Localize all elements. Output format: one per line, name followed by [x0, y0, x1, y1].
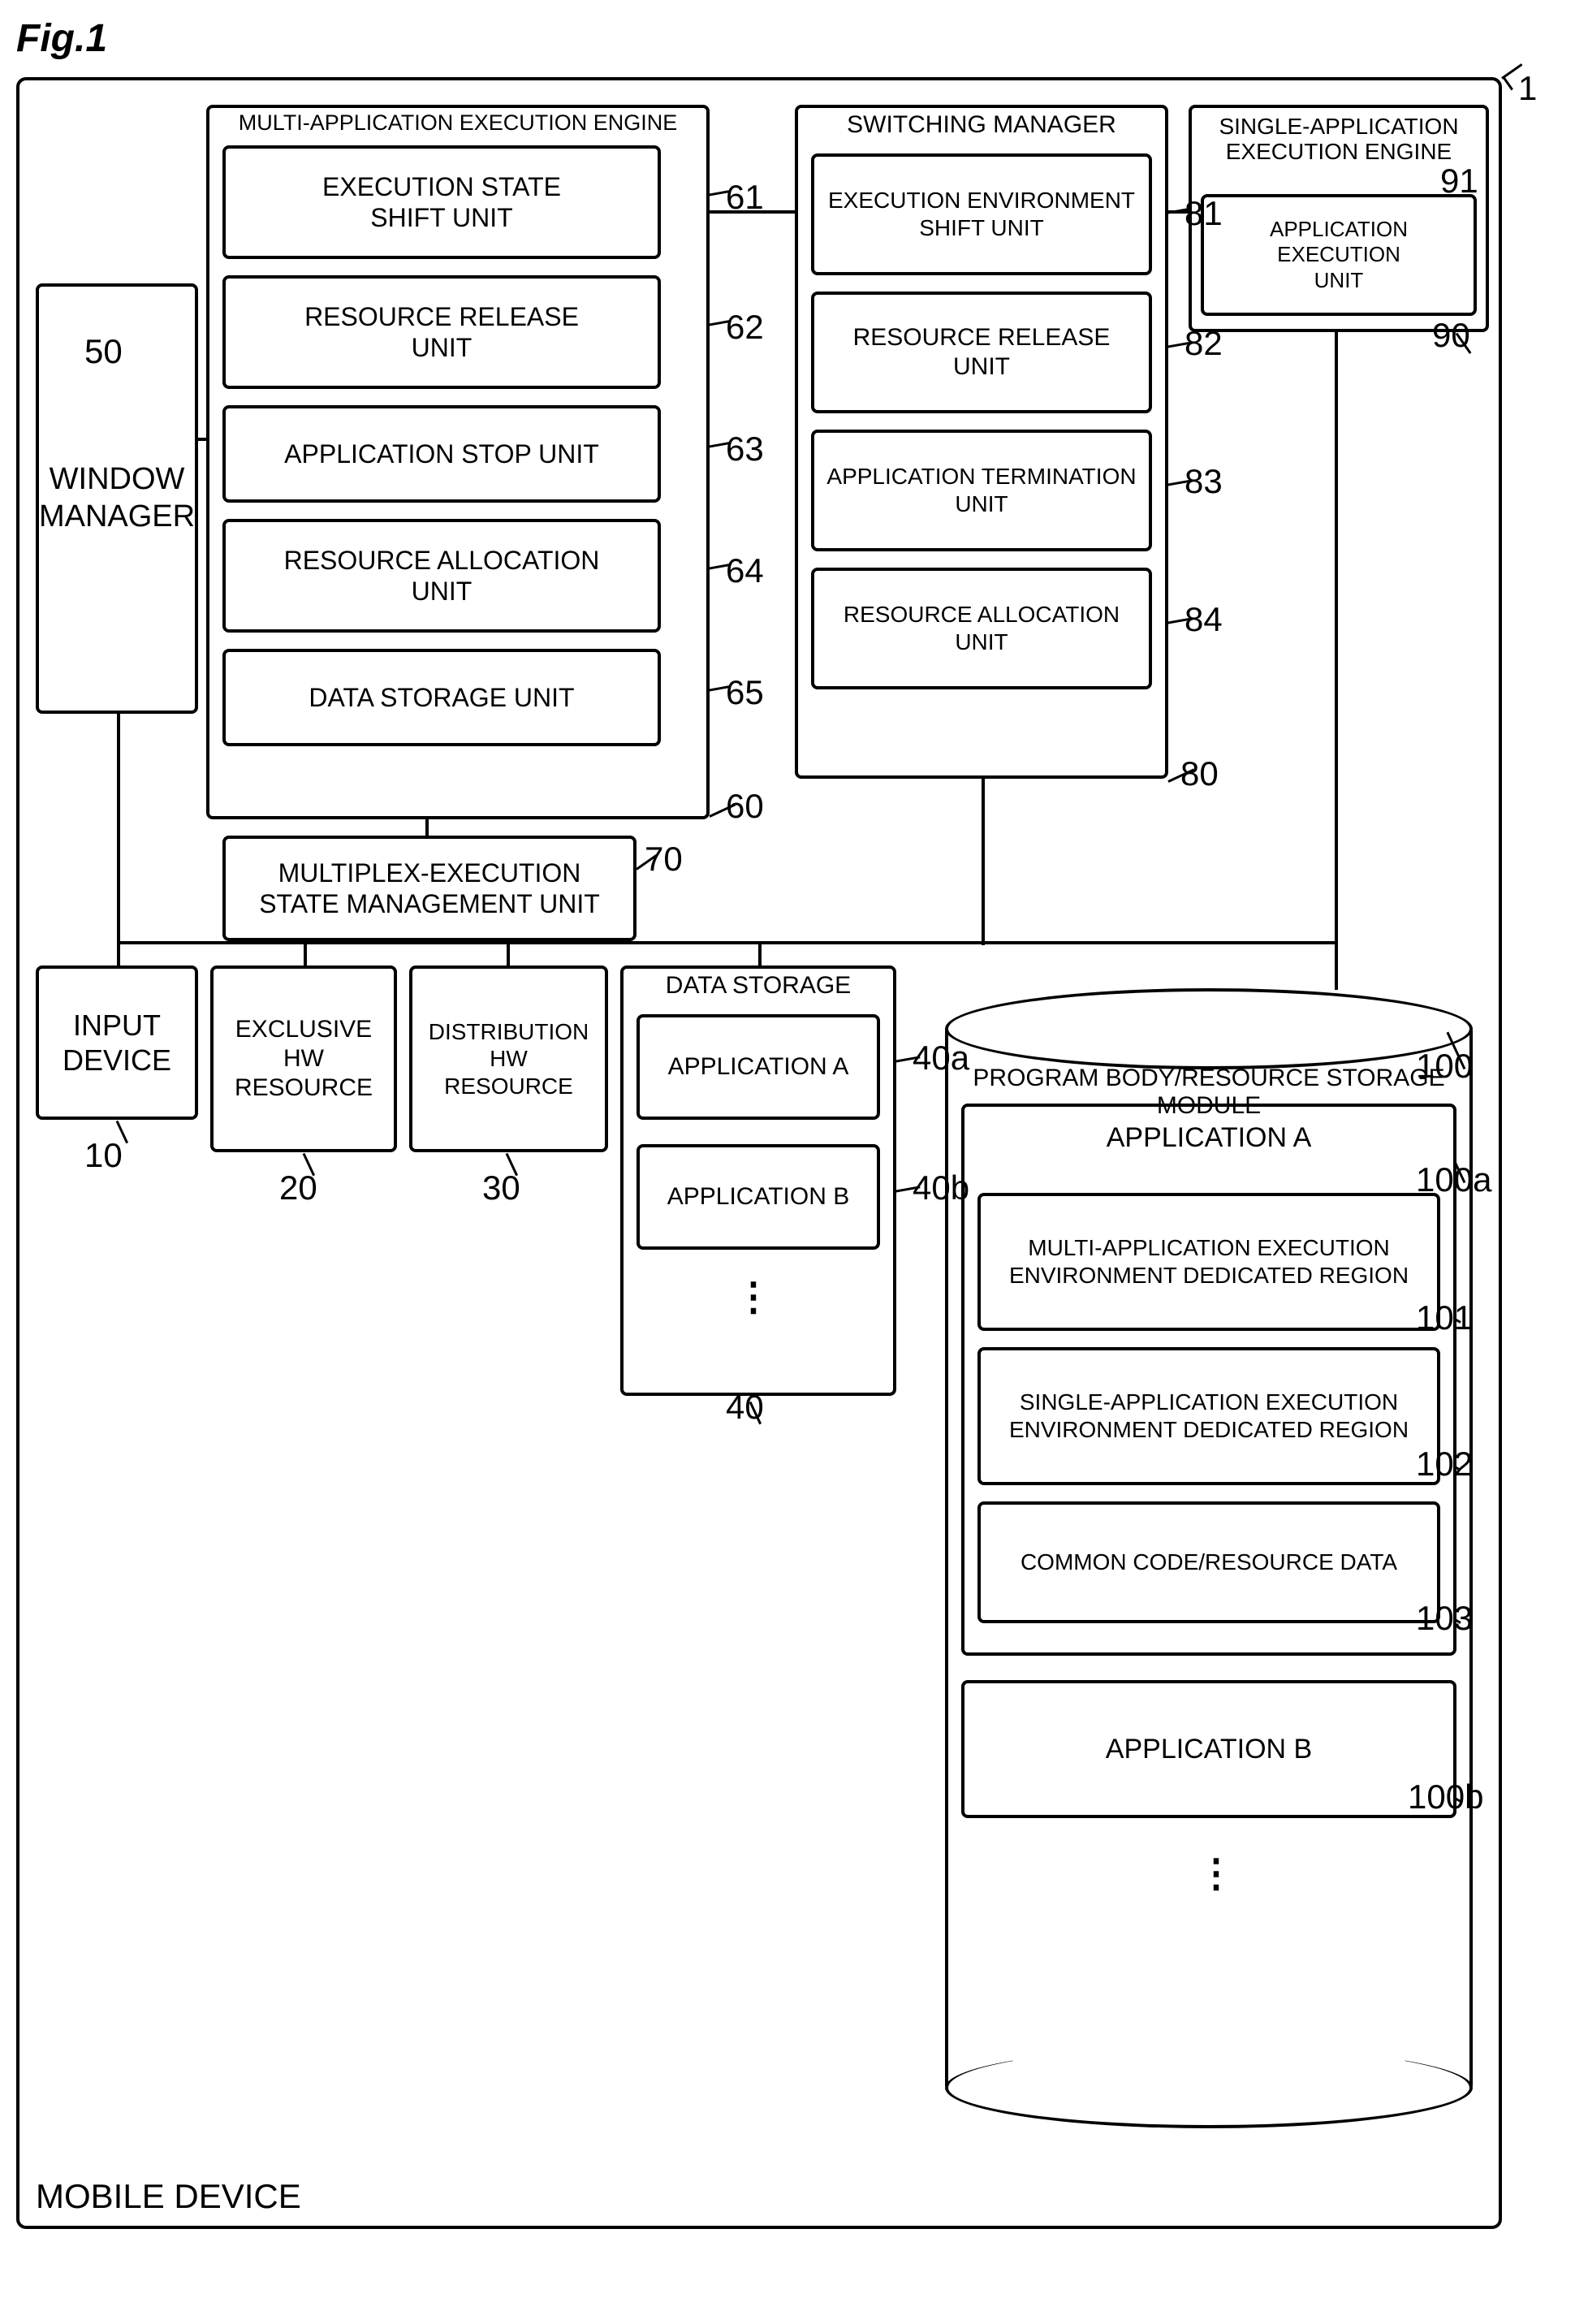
- app-term-box: APPLICATION TERMINATION UNIT: [811, 430, 1152, 551]
- connector: [425, 819, 429, 837]
- input-device-box: INPUT DEVICE: [36, 965, 198, 1120]
- data-storage-app-a: APPLICATION A: [636, 1014, 880, 1120]
- ref-65: 65: [726, 673, 764, 712]
- connector: [117, 714, 120, 965]
- connector: [758, 941, 762, 965]
- vdots-icon: ⋮: [734, 1274, 775, 1320]
- ref-63: 63: [726, 430, 764, 469]
- ref-83: 83: [1185, 462, 1223, 501]
- ref-40a: 40a: [913, 1039, 969, 1078]
- cylinder-top: [945, 988, 1473, 1069]
- res-release-box-80: RESOURCE RELEASE UNIT: [811, 292, 1152, 413]
- single-engine-title: SINGLE-APPLICATION EXECUTION ENGINE: [1198, 114, 1479, 165]
- connector: [982, 779, 985, 945]
- ref-62: 62: [726, 308, 764, 347]
- mobile-device-label: MOBILE DEVICE: [36, 2177, 301, 2216]
- exclusive-hw-box: EXCLUSIVE HW RESOURCE: [210, 965, 397, 1152]
- ref-100b: 100b: [1408, 1778, 1483, 1816]
- program-app-a-title: APPLICATION A: [971, 1123, 1447, 1153]
- app-exec-unit-box: APPLICATION EXECUTION UNIT: [1201, 194, 1477, 316]
- connector: [507, 941, 510, 965]
- vdots-icon: ⋮: [1197, 1851, 1237, 1896]
- connector: [304, 941, 307, 965]
- data-storage-unit-box: DATA STORAGE UNIT: [222, 649, 661, 746]
- resource-alloc-box-60: RESOURCE ALLOCATION UNIT: [222, 519, 661, 633]
- ref-30: 30: [482, 1168, 520, 1207]
- res-alloc-box-80: RESOURCE ALLOCATION UNIT: [811, 568, 1152, 689]
- ref-91: 91: [1440, 162, 1478, 201]
- ref-40: 40: [726, 1388, 764, 1427]
- env-shift-box: EXECUTION ENVIRONMENT SHIFT UNIT: [811, 153, 1152, 275]
- ref-20: 20: [279, 1168, 317, 1207]
- distribution-hw-box: DISTRIBUTION HW RESOURCE: [409, 965, 608, 1152]
- connector: [117, 941, 1338, 944]
- ref-80: 80: [1180, 754, 1219, 793]
- ref-50: 50: [84, 332, 123, 371]
- ref-84: 84: [1185, 600, 1223, 639]
- multiplex-mgmt-box: MULTIPLEX-EXECUTION STATE MANAGEMENT UNI…: [222, 836, 636, 941]
- ref-device: 1: [1518, 69, 1537, 108]
- multi-engine-title: MULTI-APPLICATION EXECUTION ENGINE: [216, 111, 700, 136]
- multi-region-box: MULTI-APPLICATION EXECUTION ENVIRONMENT …: [977, 1193, 1440, 1331]
- ref-103: 103: [1416, 1599, 1473, 1638]
- data-storage-title: DATA STORAGE: [630, 972, 887, 999]
- mobile-device-box: WINDOW MANAGER 50 MULTI-APPLICATION EXEC…: [16, 77, 1502, 2229]
- ref-100: 100: [1416, 1047, 1473, 1086]
- figure-label: Fig.1: [16, 16, 1572, 61]
- cylinder-bottom: [945, 2047, 1473, 2128]
- ref-82: 82: [1185, 324, 1223, 363]
- ref-64: 64: [726, 551, 764, 590]
- ref-81: 81: [1185, 194, 1223, 233]
- app-stop-box: APPLICATION STOP UNIT: [222, 405, 661, 503]
- switching-manager-title: SWITCHING MANAGER: [805, 111, 1159, 138]
- ref-60: 60: [726, 787, 764, 826]
- ref-100a: 100a: [1416, 1160, 1491, 1199]
- common-data-box: COMMON CODE/RESOURCE DATA: [977, 1501, 1440, 1623]
- ref-90: 90: [1432, 316, 1470, 355]
- single-region-box: SINGLE-APPLICATION EXECUTION ENVIRONMENT…: [977, 1347, 1440, 1485]
- ref-61: 61: [726, 178, 764, 217]
- resource-release-box: RESOURCE RELEASE UNIT: [222, 275, 661, 389]
- ref-40b: 40b: [913, 1168, 969, 1207]
- exec-state-shift-box: EXECUTION STATE SHIFT UNIT: [222, 145, 661, 259]
- ref-102: 102: [1416, 1445, 1473, 1484]
- program-app-b-box: APPLICATION B: [961, 1680, 1456, 1818]
- ref-70: 70: [645, 840, 683, 879]
- program-storage-title: PROGRAM BODY/RESOURCE STORAGE MODULE: [961, 1065, 1456, 1120]
- diagram-wrapper: 1 WINDOW MANAGER 50 MULTI-APPLICATION EX…: [16, 77, 1534, 2229]
- ref-101: 101: [1416, 1298, 1473, 1337]
- connector: [1335, 332, 1338, 990]
- data-storage-app-b: APPLICATION B: [636, 1144, 880, 1250]
- ref-10: 10: [84, 1136, 123, 1175]
